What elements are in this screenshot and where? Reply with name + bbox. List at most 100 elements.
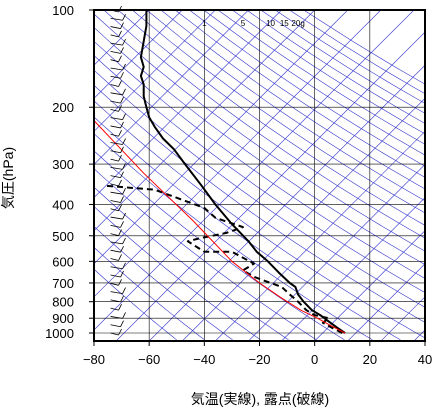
wind-barb — [110, 150, 121, 154]
mixing-ratio-label: 1 — [202, 19, 207, 28]
x-tick-label: 0 — [311, 352, 318, 367]
dry-adiabat — [146, 10, 425, 202]
wind-barb — [110, 224, 121, 228]
wind-barb — [110, 266, 123, 270]
wind-barb-flag — [118, 80, 122, 87]
wind-barb — [110, 108, 119, 112]
wind-barb-flag — [118, 179, 122, 187]
wind-barb — [110, 26, 121, 29]
reference-line — [94, 10, 282, 198]
dry-adiabat — [217, 10, 425, 145]
wind-barb-flag — [120, 270, 124, 278]
wind-barb-flag — [122, 312, 126, 319]
y-tick-label: 700 — [52, 276, 74, 291]
wind-barb-flag — [122, 237, 126, 245]
wind-barb-flag — [122, 88, 126, 95]
x-axis: −80 −60 −40 −20 0 20 40 — [83, 341, 432, 367]
reference-line — [314, 230, 425, 341]
dry-adiabat — [94, 206, 261, 341]
dry-adiabat — [94, 26, 425, 265]
dry-adiabat — [289, 10, 425, 95]
wind-barb — [110, 34, 119, 38]
wind-barb — [110, 274, 121, 278]
wind-barb-flag — [120, 196, 124, 203]
dry-adiabat — [94, 226, 233, 341]
y-tick-label: 500 — [52, 229, 74, 244]
y-tick-label: 400 — [52, 197, 74, 212]
wind-barb-flag — [118, 328, 122, 336]
wind-barb-flag — [122, 63, 126, 71]
wind-barb — [110, 183, 119, 187]
mixing-ratio-label: 5 — [241, 19, 246, 28]
wind-barb — [110, 67, 123, 71]
mixing-ratio-labels: 1 5 10 15 20g — [202, 19, 305, 28]
wind-barb-flag — [120, 72, 124, 79]
wind-barb — [110, 51, 121, 54]
mixing-ratio-label: 15 — [280, 19, 289, 28]
wind-barb-flag — [120, 47, 124, 54]
y-tick-label: 900 — [52, 311, 74, 326]
x-tick-label: 40 — [418, 352, 432, 367]
dry-adiabat — [260, 10, 425, 114]
dry-adiabat — [94, 69, 425, 308]
wind-barb-flag — [118, 105, 122, 112]
dry-adiabat — [94, 55, 425, 293]
dry-adiabat — [94, 84, 425, 323]
temperature-line — [139, 10, 346, 334]
wind-barb-flag — [120, 246, 124, 253]
wind-barb-flag — [118, 30, 122, 38]
wind-barb-flag — [120, 146, 124, 153]
wind-barb-flag — [120, 171, 124, 178]
x-tick-label: −80 — [83, 352, 105, 367]
wind-barb-flag — [120, 96, 124, 104]
series-layer — [94, 10, 346, 334]
reference-line — [281, 197, 425, 341]
wind-barb — [110, 216, 123, 220]
mixing-ratio-label: 10 — [266, 19, 275, 28]
dry-adiabat — [94, 268, 177, 341]
reference-line — [347, 263, 425, 341]
wind-barb-flag — [122, 163, 126, 170]
mixing-ratio-label: 20g — [291, 19, 304, 28]
wind-barb-flag — [122, 138, 126, 145]
wind-barb — [110, 133, 119, 137]
x-tick-label: −60 — [138, 352, 160, 367]
dry-adiabat — [94, 13, 425, 252]
reference-line — [94, 10, 183, 99]
reference-line — [94, 10, 216, 132]
reference-line — [215, 130, 425, 341]
x-axis-title: 気温(実線), 露点(破線) — [191, 391, 329, 407]
y-tick-label: 300 — [52, 157, 74, 172]
dry-adiabat — [303, 10, 425, 85]
dry-adiabat — [160, 10, 425, 190]
wind-barb — [110, 142, 123, 145]
wind-barb — [110, 233, 119, 237]
y-tick-label: 600 — [52, 254, 74, 269]
wind-barb-flag — [122, 262, 126, 269]
wind-barb — [110, 316, 123, 319]
wind-barb-flag — [118, 303, 122, 311]
y-tick-label: 800 — [52, 295, 74, 310]
dry-adiabat — [189, 10, 425, 167]
wind-barb — [110, 125, 121, 129]
wind-barb-flag — [118, 55, 122, 62]
wind-barb-flag — [120, 320, 124, 327]
wind-barb — [110, 100, 121, 104]
reference-line — [148, 64, 425, 341]
reference-line — [94, 10, 415, 331]
wind-barb — [110, 241, 123, 245]
wind-barb-flag — [122, 287, 126, 294]
reference-line — [94, 10, 348, 265]
dry-adiabat — [94, 246, 205, 341]
wind-barb-flag — [122, 14, 126, 21]
wind-barb — [110, 258, 119, 261]
parcel-line — [94, 120, 346, 334]
wind-barb — [110, 299, 121, 303]
wind-barb — [110, 324, 121, 328]
wind-barb — [110, 158, 119, 162]
wind-barb — [110, 307, 119, 311]
dry-adiabat — [132, 10, 425, 214]
reference-line — [94, 10, 249, 165]
reference-line — [115, 31, 425, 341]
wind-barbs — [110, 5, 126, 336]
